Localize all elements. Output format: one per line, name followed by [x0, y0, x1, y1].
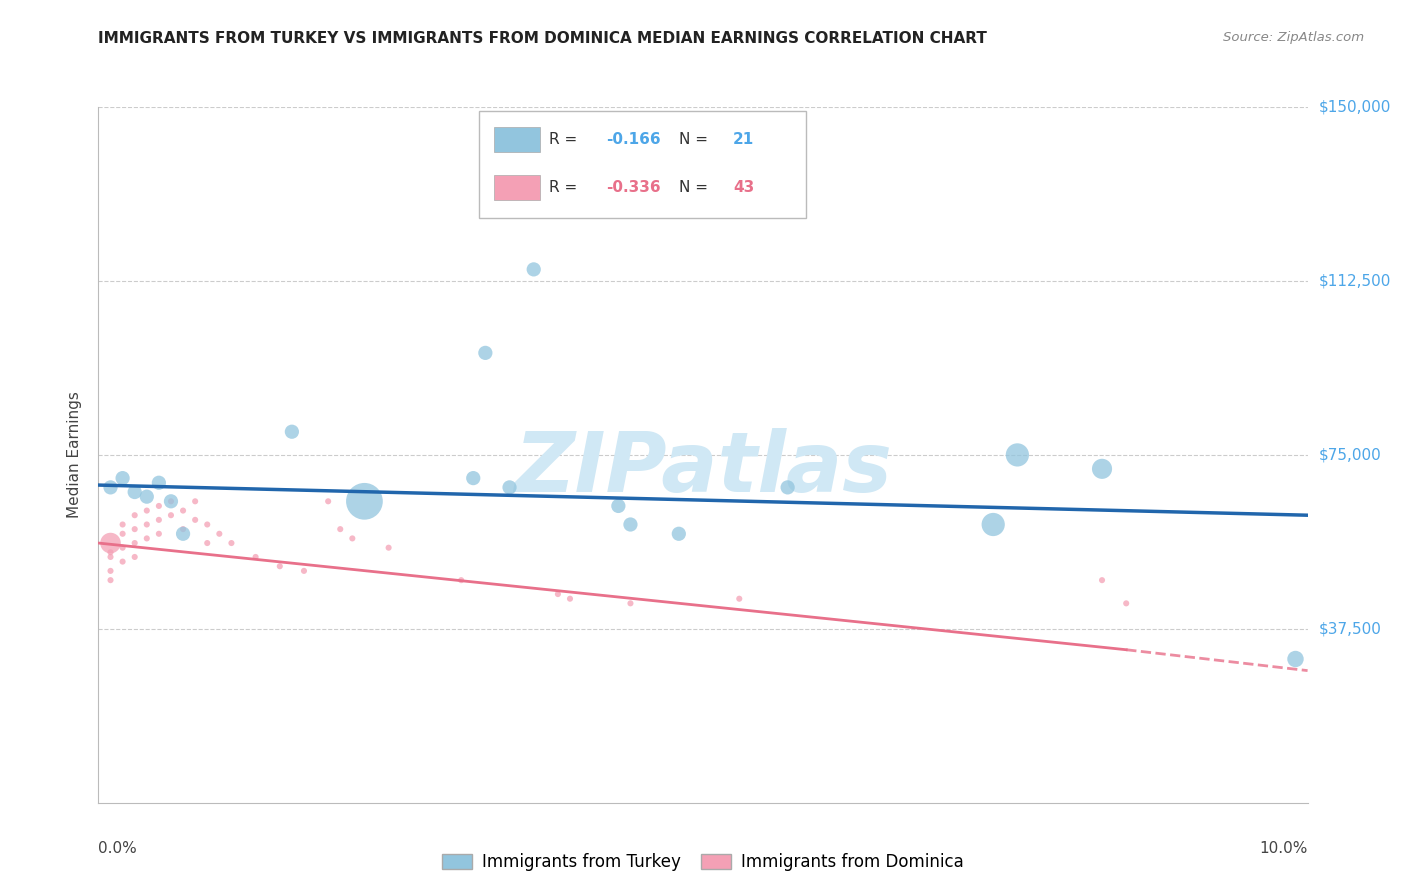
Point — [184, 494, 207, 508]
Point — [195, 536, 218, 550]
Point — [111, 541, 134, 555]
Point — [463, 471, 485, 485]
Point — [100, 549, 122, 564]
Point — [124, 522, 146, 536]
Point — [148, 526, 170, 541]
Point — [353, 494, 375, 508]
Point — [281, 425, 304, 439]
Point — [124, 508, 146, 523]
Text: R =: R = — [550, 179, 582, 194]
Point — [111, 471, 134, 485]
Point — [111, 526, 134, 541]
Point — [184, 513, 207, 527]
Point — [607, 499, 630, 513]
Point — [148, 513, 170, 527]
Text: $150,000: $150,000 — [1319, 100, 1391, 114]
Text: 0.0%: 0.0% — [98, 841, 138, 856]
Point — [292, 564, 315, 578]
Point — [547, 587, 569, 601]
Text: ZIPatlas: ZIPatlas — [515, 428, 891, 509]
Point — [474, 346, 496, 360]
Point — [160, 494, 183, 508]
Text: Source: ZipAtlas.com: Source: ZipAtlas.com — [1223, 31, 1364, 45]
Text: 43: 43 — [734, 179, 755, 194]
Point — [221, 536, 243, 550]
Point — [558, 591, 581, 606]
Point — [100, 545, 122, 559]
Text: -0.336: -0.336 — [606, 179, 661, 194]
Point — [160, 494, 183, 508]
Point — [498, 480, 520, 494]
Point — [776, 480, 799, 494]
Point — [195, 517, 218, 532]
FancyBboxPatch shape — [494, 175, 540, 200]
Point — [619, 596, 641, 610]
Point — [100, 573, 122, 587]
Point — [172, 522, 194, 536]
Point — [135, 532, 157, 546]
Point — [100, 564, 122, 578]
Point — [245, 549, 267, 564]
Point — [135, 503, 157, 517]
Text: N =: N = — [679, 179, 713, 194]
Point — [135, 517, 157, 532]
Point — [148, 499, 170, 513]
Point — [619, 517, 641, 532]
Point — [100, 480, 122, 494]
Point — [981, 517, 1004, 532]
Point — [1115, 596, 1137, 610]
Point — [172, 503, 194, 517]
Point — [329, 522, 352, 536]
Point — [1091, 573, 1114, 587]
Text: 10.0%: 10.0% — [1260, 841, 1308, 856]
Text: R =: R = — [550, 132, 582, 147]
Point — [135, 490, 157, 504]
Point — [523, 262, 546, 277]
Point — [124, 536, 146, 550]
Point — [1091, 462, 1114, 476]
Point — [100, 536, 122, 550]
Point — [111, 517, 134, 532]
Point — [668, 526, 690, 541]
FancyBboxPatch shape — [479, 111, 806, 219]
Text: IMMIGRANTS FROM TURKEY VS IMMIGRANTS FROM DOMINICA MEDIAN EARNINGS CORRELATION C: IMMIGRANTS FROM TURKEY VS IMMIGRANTS FRO… — [98, 31, 987, 46]
Point — [342, 532, 364, 546]
Text: -0.166: -0.166 — [606, 132, 661, 147]
Point — [208, 526, 231, 541]
Point — [172, 526, 194, 541]
Point — [316, 494, 339, 508]
Text: N =: N = — [679, 132, 713, 147]
Point — [124, 549, 146, 564]
Point — [160, 508, 183, 523]
Point — [1284, 652, 1306, 666]
Point — [1007, 448, 1029, 462]
Point — [124, 485, 146, 500]
Text: 21: 21 — [734, 132, 755, 147]
Point — [148, 475, 170, 490]
Y-axis label: Median Earnings: Median Earnings — [67, 392, 83, 518]
Text: $75,000: $75,000 — [1319, 448, 1382, 462]
Point — [111, 555, 134, 569]
Legend: Immigrants from Turkey, Immigrants from Dominica: Immigrants from Turkey, Immigrants from … — [436, 847, 970, 878]
Text: $112,500: $112,500 — [1319, 274, 1391, 288]
FancyBboxPatch shape — [494, 128, 540, 153]
Text: $37,500: $37,500 — [1319, 622, 1382, 636]
Point — [728, 591, 751, 606]
Point — [377, 541, 399, 555]
Point — [269, 559, 291, 574]
Point — [450, 573, 472, 587]
